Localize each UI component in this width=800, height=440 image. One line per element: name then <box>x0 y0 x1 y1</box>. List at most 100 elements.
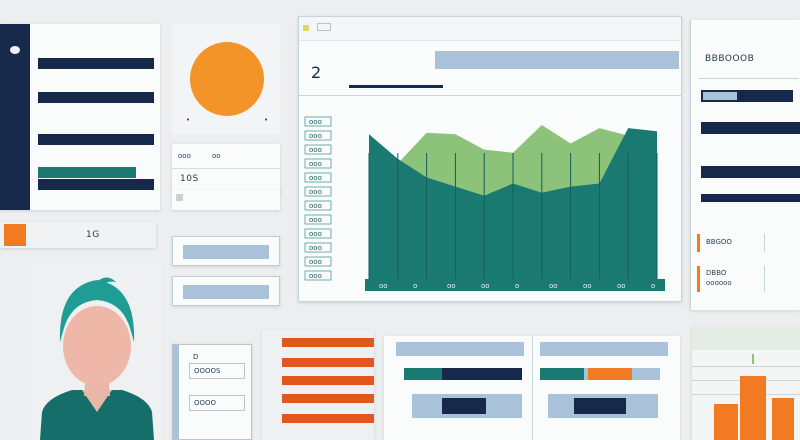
input-box-1[interactable] <box>172 236 280 266</box>
mini-bar-chart-panel <box>692 326 800 440</box>
orange-circle-avatar <box>190 42 264 116</box>
y-tick-box <box>304 186 332 197</box>
table-row-2-right-dark <box>574 398 626 414</box>
mini-chart-bar-1 <box>714 404 738 440</box>
small-square-icon <box>176 194 183 201</box>
x-tick-label: oo <box>379 282 388 290</box>
search-input[interactable] <box>317 23 331 31</box>
data-table-panel <box>384 336 680 440</box>
form-card-rail <box>173 345 179 439</box>
y-tick-label: ooo <box>309 188 322 196</box>
right-panel-item-b-label: DBBO <box>706 269 727 277</box>
y-tick-label: ooo <box>309 146 322 154</box>
right-panel-row-1[interactable] <box>701 122 800 134</box>
tab-field-label: 1G <box>86 230 100 240</box>
card-dot-left: • <box>186 116 191 124</box>
person-avatar-icon <box>40 277 154 440</box>
right-panel-row-3[interactable] <box>701 194 800 202</box>
table-row-1-right[interactable] <box>540 368 660 380</box>
sidebar-item-4-active[interactable] <box>38 167 136 178</box>
mini-chart-header <box>692 326 800 350</box>
x-tick-label: o <box>515 282 519 290</box>
form-field-b-value: OOOO <box>194 399 217 407</box>
table-column-divider <box>532 336 533 440</box>
form-field-a-value: OOOOS <box>194 367 221 375</box>
mini-chart-bar-3 <box>772 398 794 440</box>
stats-card-divider <box>172 168 280 169</box>
sidebar-item-1[interactable] <box>38 58 154 69</box>
sidebar-item-2[interactable] <box>38 92 154 103</box>
card-dot-right: • <box>264 116 269 124</box>
form-card: D OOOOS OOOO <box>172 344 252 440</box>
orange-list-item-2[interactable] <box>282 358 374 367</box>
orange-list-item-1[interactable] <box>282 338 374 347</box>
stats-card: ooo oo 10S <box>172 144 280 194</box>
orange-list-item-3[interactable] <box>282 376 374 385</box>
y-tick-label: ooo <box>309 132 322 140</box>
sidebar-rail <box>0 24 30 210</box>
orange-list-item-4[interactable] <box>282 394 374 403</box>
chart-header-underline <box>349 85 443 88</box>
stats-card-tiny-a: ooo <box>178 152 191 160</box>
y-tick-label: ooo <box>309 244 322 252</box>
right-panel: BBBOOOB BBGOO DBBO oooooo <box>690 20 800 310</box>
table-row-2-left[interactable] <box>412 394 522 418</box>
orange-list-item-5[interactable] <box>282 414 374 423</box>
y-tick-label: ooo <box>309 230 322 238</box>
table-row-1-right-green <box>540 368 584 380</box>
right-panel-progress[interactable] <box>701 90 793 102</box>
avatar-card: • • <box>172 24 280 134</box>
right-panel-progress-fill <box>703 92 737 100</box>
table-row-2-left-dark <box>442 398 486 414</box>
input-box-2[interactable] <box>172 276 280 306</box>
right-panel-item-a-label: BBGOO <box>706 238 732 246</box>
input-box-1-fill <box>183 245 269 259</box>
tab-field[interactable]: 1G <box>0 222 156 248</box>
x-tick-label: o <box>413 282 417 290</box>
table-row-2-right[interactable] <box>548 394 658 418</box>
y-tick-box <box>304 228 332 239</box>
right-panel-divider <box>699 78 799 79</box>
right-panel-title: BBBOOOB <box>705 54 755 64</box>
orange-tab-marker <box>4 224 26 246</box>
x-tick-label: oo <box>481 282 490 290</box>
mini-chart-bar-2 <box>740 376 766 440</box>
chart-header-divider <box>299 95 681 96</box>
y-tick-label: ooo <box>309 258 322 266</box>
y-tick-box <box>304 270 332 281</box>
y-tick-label: ooo <box>309 160 322 168</box>
right-panel-item-b[interactable]: DBBO oooooo <box>697 266 765 292</box>
chart-header-number: 2 <box>311 63 322 82</box>
stats-card-footer <box>172 190 280 210</box>
sidebar-panel: 0 <box>0 24 160 210</box>
sidebar-badge-icon[interactable] <box>10 46 20 54</box>
chart-header-field[interactable] <box>435 51 679 69</box>
y-tick-box <box>304 172 332 183</box>
table-row-1-right-orange <box>588 368 632 380</box>
y-tick-box <box>304 144 332 155</box>
form-label-a: D <box>193 353 199 361</box>
right-panel-item-a[interactable]: BBGOO <box>697 234 765 252</box>
table-row-1-left[interactable] <box>404 368 522 380</box>
yellow-dot-icon <box>303 25 309 31</box>
stats-card-tiny-b: oo <box>212 152 221 160</box>
table-header-field-left[interactable] <box>396 342 524 356</box>
chart-window: 2 ooo ooo ooo ooo ooo ooo ooo ooo ooo ooo ooo ooo o… <box>298 16 682 302</box>
sidebar-item-5[interactable] <box>38 179 154 190</box>
right-panel-row-2[interactable] <box>701 166 800 178</box>
person-illustration-panel <box>32 262 162 440</box>
chart-titlebar <box>299 17 681 41</box>
x-tick-label: o <box>651 282 655 290</box>
y-tick-box <box>304 242 332 253</box>
right-panel-item-b-sub: oooooo <box>706 279 732 287</box>
table-header-field-right[interactable] <box>540 342 668 356</box>
y-tick-label: ooo <box>309 202 322 210</box>
form-field-a[interactable]: OOOOS <box>189 363 245 379</box>
y-tick-box <box>304 116 332 127</box>
sidebar-item-3[interactable] <box>38 134 154 145</box>
y-tick-box <box>304 130 332 141</box>
x-tick-label: oo <box>447 282 456 290</box>
form-field-b[interactable]: OOOO <box>189 395 245 411</box>
stats-card-title: 10S <box>180 174 199 184</box>
